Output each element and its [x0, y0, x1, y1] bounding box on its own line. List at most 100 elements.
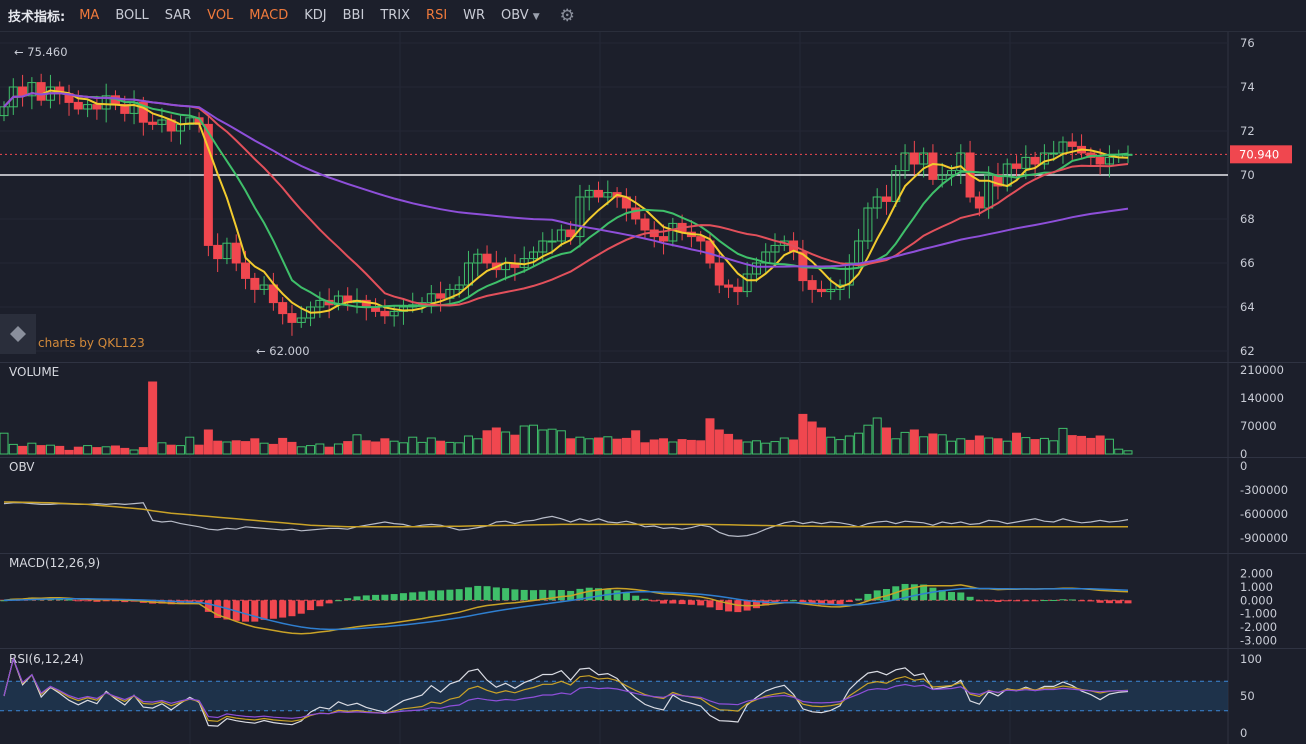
price-tick-label: 68	[1240, 212, 1255, 226]
macd-histogram-bar	[251, 600, 259, 622]
volume-bar	[315, 443, 325, 455]
volume-bar	[919, 436, 929, 455]
candle-body	[259, 284, 269, 290]
volume-bar	[863, 424, 873, 455]
volume-bar	[445, 441, 455, 455]
volume-bar	[417, 441, 427, 455]
macd-histogram-bar	[1068, 599, 1076, 601]
candle-body	[73, 101, 83, 110]
volume-bar	[1114, 448, 1124, 455]
price-tick-label: 76	[1240, 36, 1255, 50]
macd-histogram-bar	[808, 600, 816, 604]
indicator-bbi-button[interactable]: BBI	[342, 8, 365, 23]
volume-bar	[92, 447, 102, 455]
price-tick-label: 72	[1240, 124, 1255, 138]
volume-bar	[1067, 435, 1077, 455]
volume-bar	[928, 433, 938, 455]
macd-histogram-bar	[873, 590, 881, 601]
macd-histogram-bar	[882, 588, 890, 601]
macd-histogram-bar	[1040, 600, 1048, 602]
macd-histogram-bar	[632, 595, 640, 601]
obv-tick-label: -300000	[1240, 483, 1288, 497]
indicator-wr-button[interactable]: WR	[463, 8, 486, 23]
volume-bar	[612, 438, 622, 455]
macd-histogram-bar	[1124, 600, 1132, 604]
gear-icon[interactable]: ⚙	[559, 5, 575, 26]
rsi-band	[0, 681, 1228, 711]
macd-histogram-bar	[418, 591, 426, 601]
rsi-panel-title: RSI(6,12,24)	[9, 652, 84, 666]
rsi-tick-label: 100	[1240, 652, 1262, 666]
volume-bar	[761, 442, 771, 455]
macd-histogram-bar	[734, 600, 742, 613]
volume-bar	[640, 442, 650, 455]
candle-body	[900, 152, 910, 172]
max-price-annotation: ← 75.460	[14, 45, 68, 59]
macd-histogram-bar	[502, 588, 510, 601]
macd-histogram-bar	[948, 592, 956, 601]
volume-bar	[993, 438, 1003, 455]
macd-histogram-bar	[372, 594, 380, 601]
volume-bar	[398, 442, 408, 455]
candle-body	[826, 288, 836, 293]
indicator-trix-button[interactable]: TRIX	[380, 8, 411, 23]
macd-histogram-bar	[1059, 599, 1067, 601]
macd-histogram-bar	[660, 600, 668, 604]
indicator-obv-button[interactable]: OBV ▼	[501, 8, 540, 23]
macd-histogram-bar	[381, 594, 389, 601]
candle-body	[203, 123, 213, 246]
candle-body	[1012, 163, 1022, 169]
macd-histogram-bar	[288, 600, 296, 617]
macd-histogram-bar	[307, 600, 315, 611]
volume-bar	[891, 438, 901, 455]
macd-histogram-bar	[985, 600, 993, 602]
chevron-down-icon[interactable]: ▼	[532, 12, 540, 22]
indicator-macd-button[interactable]: MACD	[249, 8, 289, 23]
volume-bar	[389, 440, 399, 455]
volume-bar	[491, 427, 501, 455]
volume-bar	[900, 431, 910, 455]
indicator-vol-button[interactable]: VOL	[207, 8, 234, 23]
volume-bar	[947, 440, 957, 455]
candle-body	[909, 152, 919, 165]
candle-body	[138, 101, 148, 123]
volume-bar	[259, 442, 269, 455]
volume-bar	[984, 437, 994, 455]
candle-body	[278, 302, 288, 315]
volume-bar	[371, 441, 381, 455]
candle-body	[287, 313, 297, 323]
candle-body	[538, 240, 548, 253]
candle-body	[668, 222, 678, 242]
volume-bar	[83, 445, 93, 455]
macd-histogram-bar	[557, 590, 565, 601]
macd-histogram-bar	[1105, 600, 1113, 604]
indicator-rsi-button[interactable]: RSI	[426, 8, 448, 23]
macd-histogram-bar	[855, 598, 863, 601]
volume-bar	[649, 439, 659, 455]
volume-bar	[473, 438, 483, 455]
volume-bar	[1095, 435, 1105, 455]
volume-bar	[0, 432, 9, 455]
candle-body	[575, 196, 585, 238]
volume-tick-label: 0	[1240, 447, 1247, 461]
candle-body	[751, 262, 761, 275]
indicator-boll-button[interactable]: BOLL	[115, 8, 149, 23]
macd-histogram-bar	[910, 584, 918, 601]
macd-tick-label: -2.000	[1240, 620, 1277, 634]
macd-histogram-bar	[1031, 600, 1039, 602]
chart-area[interactable]: 76 74 72 70 68 66 64 62 ← 75.460 ← 62.000 70.940 ch…	[0, 32, 1306, 744]
indicator-sar-button[interactable]: SAR	[164, 8, 192, 23]
ma10-line	[3, 92, 1129, 309]
indicator-kdj-button[interactable]: KDJ	[304, 8, 327, 23]
volume-bar	[175, 445, 185, 455]
volume-bar	[1123, 450, 1133, 455]
volume-bar	[101, 446, 111, 455]
volume-bar	[584, 438, 594, 455]
candle-body	[947, 170, 957, 176]
macd-histogram-bar	[613, 590, 621, 601]
volume-tick-label: 70000	[1240, 419, 1277, 433]
volume-bar	[807, 421, 817, 455]
volume-bar	[724, 433, 734, 455]
indicator-ma-button[interactable]: MA	[79, 8, 100, 23]
volume-bar	[1077, 435, 1087, 455]
